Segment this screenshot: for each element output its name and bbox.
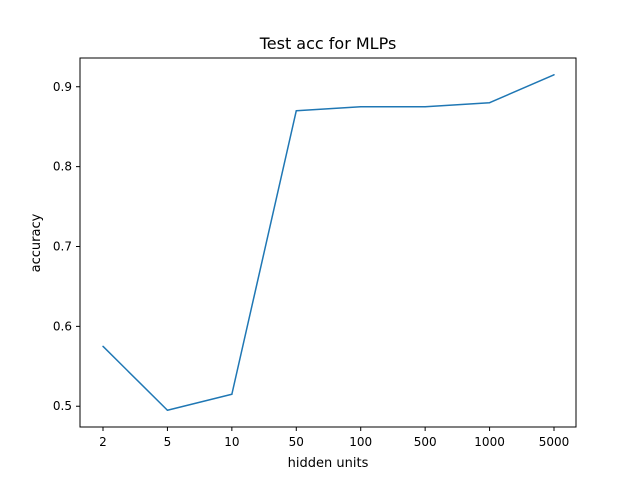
series-line — [102, 74, 555, 411]
x-axis-label: hidden units — [288, 456, 369, 471]
x-tick-label: 50 — [289, 435, 304, 449]
x-tick-label: 10 — [224, 435, 239, 449]
x-tick-label: 2 — [99, 435, 107, 449]
x-axis: 2 5 10 50 100 500 1000 5000 — [99, 427, 569, 449]
x-tick-label: 5 — [164, 435, 172, 449]
data-point — [359, 105, 362, 108]
x-tick-label: 500 — [414, 435, 437, 449]
data-point — [295, 109, 298, 112]
y-tick-label: 0.5 — [53, 399, 72, 413]
data-point — [424, 105, 426, 108]
y-axis: 0.5 0.6 0.7 0.8 0.9 — [53, 80, 80, 413]
y-tick-label: 0.8 — [53, 160, 72, 174]
data-point — [488, 101, 491, 104]
y-tick-label: 0.6 — [53, 319, 72, 333]
x-tick-label: 100 — [349, 435, 372, 449]
y-axis-label: accuracy — [29, 213, 44, 272]
x-tick-label: 1000 — [474, 435, 505, 449]
axes-frame — [79, 57, 577, 428]
chart-title: Test acc for MLPs — [259, 34, 397, 53]
y-tick-label: 0.7 — [53, 239, 72, 253]
data-point — [553, 74, 555, 76]
data-point — [166, 409, 169, 411]
y-tick-label: 0.9 — [53, 80, 72, 94]
plot-area — [102, 74, 555, 411]
data-point — [231, 393, 233, 396]
x-tick-label: 5000 — [539, 435, 570, 449]
data-point — [102, 345, 104, 348]
